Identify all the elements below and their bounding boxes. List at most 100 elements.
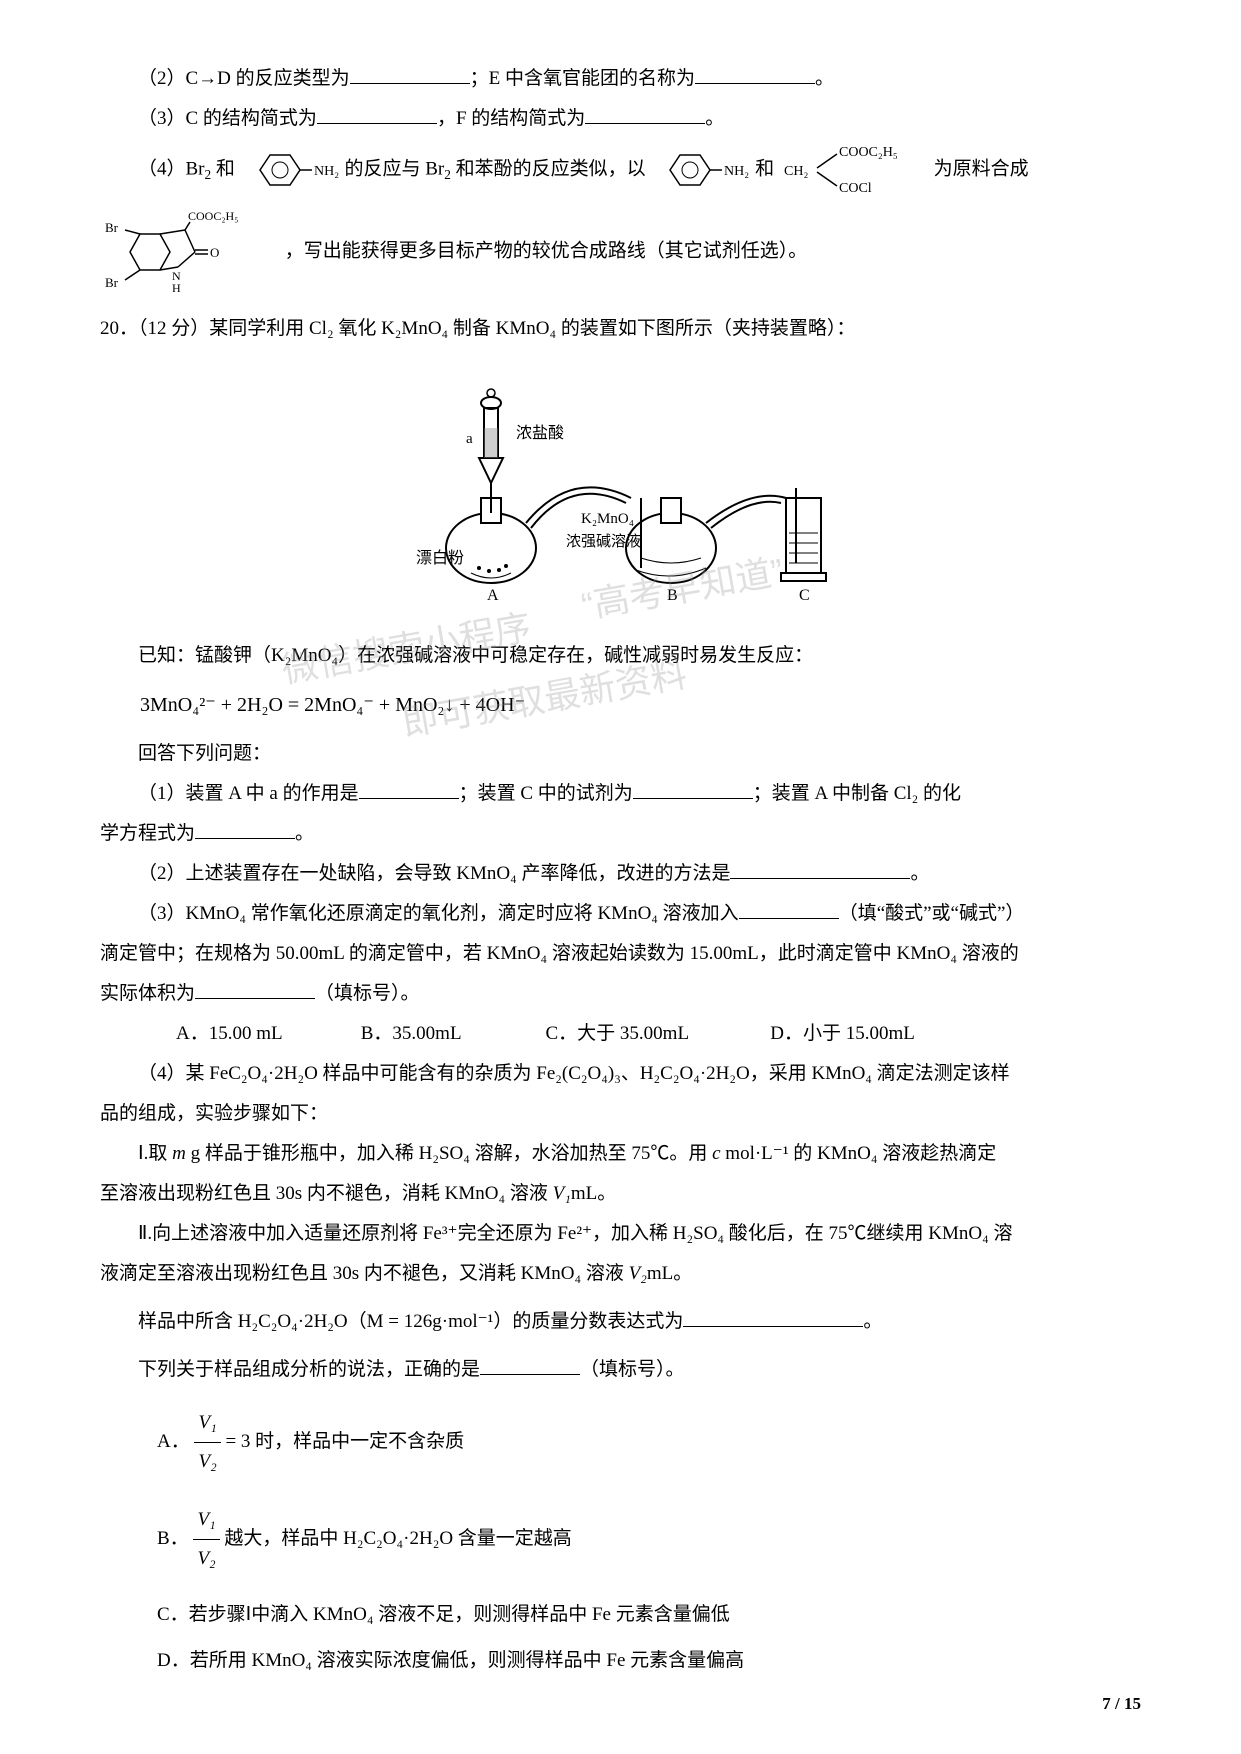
- svg-text:浓盐酸: 浓盐酸: [516, 424, 564, 442]
- text: 。: [295, 823, 314, 844]
- var-c: c: [712, 1143, 720, 1164]
- blank: [195, 816, 295, 839]
- q20-p1: （1）装置 A 中 a 的作用是；装置 C 中的试剂为；装置 A 中制备 Cl₂…: [100, 775, 1141, 813]
- q20-answer-header: 回答下列问题：: [100, 735, 1141, 773]
- text: ；E 中含氧官能团的名称为: [470, 68, 695, 89]
- q19-line4: （4）Br2 和 NH₂ 的反应与 Br2 和苯酚的反应类似，以 NH₂ 和 C…: [100, 140, 1141, 200]
- text: = 3 时，样品中一定不含杂质: [225, 1431, 464, 1452]
- var-v1: V₁: [553, 1183, 571, 1204]
- svg-text:Br: Br: [105, 275, 119, 290]
- opt-b: B．35.00mL: [323, 1015, 503, 1053]
- blank: [585, 101, 705, 124]
- q20-opt-c: C．若步骤Ⅰ中滴入 KMnO₄ 溶液不足，则测得样品中 Fe 元素含量偏低: [100, 1596, 1141, 1634]
- svg-text:K₂MnO₄: K₂MnO₄: [581, 511, 634, 527]
- text: D．若所用 KMnO₄ 溶液实际浓度偏低，则测得样品中 Fe 元素含量偏高: [157, 1650, 744, 1671]
- svg-text:COOC₂H₅: COOC₂H₅: [188, 209, 238, 223]
- text: 和: [755, 158, 774, 179]
- page-content: （2）C→D 的反应类型为；E 中含氧官能团的名称为。 （3）C 的结构简式为，…: [100, 60, 1141, 1680]
- q20-opt-b: B． V₁ V₂ 越大，样品中 H₂C₂O₄·2H₂O 含量一定越高: [100, 1501, 1141, 1578]
- svg-text:NH₂: NH₂: [724, 164, 749, 179]
- text: 已知：锰酸钾（K₂MnO₄）在浓强碱溶液中可稳定存在，碱性减弱时易发生反应：: [138, 645, 813, 666]
- q20-analysis: 下列关于样品组成分析的说法，正确的是 （填标号）。: [100, 1351, 1141, 1389]
- page-footer: 7 / 15: [1102, 1694, 1141, 1714]
- text: 样品中所含 H₂C₂O₄·2H₂O: [138, 1311, 348, 1332]
- text: （2）上述装置存在一处缺陷，会导致 KMnO₄ 产率降低，改进的方法是: [138, 863, 730, 884]
- svg-text:O: O: [210, 245, 219, 260]
- svg-text:Br: Br: [105, 220, 119, 235]
- text: B．: [157, 1528, 189, 1549]
- var-v2: V₂: [629, 1263, 647, 1284]
- text: 品的组成，实验步骤如下：: [100, 1103, 328, 1124]
- text: ，F 的结构简式为: [437, 108, 585, 129]
- text: g 样品于锥形瓶中，加入稀 H₂SO₄ 溶解，水浴加热至 75℃。用: [186, 1143, 712, 1164]
- text: 。: [815, 68, 834, 89]
- text: Ⅰ.取: [138, 1143, 172, 1164]
- text: 回答下列问题：: [138, 743, 271, 764]
- text: 至溶液出现粉红色且 30s 内不褪色，消耗 KMnO₄ 溶液: [100, 1183, 553, 1204]
- den: V₂: [194, 1443, 220, 1481]
- text: （3）KMnO₄ 常作氧化还原滴定的氧化剂，滴定时应将 KMnO₄ 溶液加入: [138, 903, 739, 924]
- blank: [350, 61, 470, 84]
- text: 实际体积为: [100, 983, 195, 1004]
- svg-text:NH₂: NH₂: [314, 164, 339, 179]
- svg-text:a: a: [466, 431, 473, 447]
- text: 的质量分数表达式为: [512, 1311, 683, 1332]
- blank: [195, 976, 315, 999]
- q20-opt-a: A． V₁ V₂ = 3 时，样品中一定不含杂质: [100, 1404, 1141, 1481]
- svg-text:COCl: COCl: [839, 181, 872, 196]
- svg-text:B: B: [667, 587, 678, 604]
- q20-opt-d: D．若所用 KMnO₄ 溶液实际浓度偏低，则测得样品中 Fe 元素含量偏高: [100, 1642, 1141, 1680]
- svg-text:A: A: [487, 587, 499, 604]
- svg-text:漂白粉: 漂白粉: [416, 549, 464, 567]
- q20-step1-l1: Ⅰ.取 m g 样品于锥形瓶中，加入稀 H₂SO₄ 溶解，水浴加热至 75℃。用…: [100, 1135, 1141, 1173]
- q20-p3b: 滴定管中；在规格为 50.00mL 的滴定管中，若 KMnO₄ 溶液起始读数为 …: [100, 935, 1141, 973]
- aniline-structure-icon: NH₂: [240, 143, 340, 198]
- text: 20．（12 分）某同学利用 Cl₂ 氧化 K₂MnO₄ 制备 KMnO₄ 的装…: [100, 318, 855, 339]
- text: （填标号）。: [315, 983, 420, 1004]
- text: mL。: [647, 1263, 692, 1284]
- svg-text:C: C: [799, 587, 810, 604]
- blank: [633, 776, 753, 799]
- text: （4）Br: [138, 158, 205, 179]
- text: ，写出能获得更多目标产物的较优合成路线（其它试剂任选）。: [285, 240, 808, 261]
- q20-p1b: 学方程式为 。: [100, 815, 1141, 853]
- text: mL。: [571, 1183, 616, 1204]
- opt-d: D．小于 15.00mL: [732, 1015, 915, 1053]
- text: （填标号）。: [580, 1359, 685, 1380]
- text: 3MnO₄²⁻ + 2H₂O = 2MnO₄⁻ + MnO₂↓ + 4OH⁻: [140, 694, 525, 716]
- q20-p4-l1: （4）某 FeC₂O₄·2H₂O 样品中可能含有的杂质为 Fe₂(C₂O₄)₃、…: [100, 1055, 1141, 1093]
- svg-text:浓强碱溶液: 浓强碱溶液: [566, 533, 641, 550]
- blank: [730, 856, 910, 879]
- text: 液滴定至溶液出现粉红色且 30s 内不褪色，又消耗 KMnO₄ 溶液: [100, 1263, 629, 1284]
- apparatus-figure: A 漂白粉 a 浓盐酸 B K₂MnO₄ 浓强碱溶液: [100, 368, 1141, 622]
- text: 。: [705, 108, 724, 129]
- svg-text:H: H: [172, 281, 181, 295]
- blank: [480, 1352, 580, 1375]
- fraction-icon: V₁ V₂: [194, 1404, 220, 1481]
- opt-c: C．大于 35.00mL: [508, 1015, 728, 1053]
- text: 。: [910, 863, 929, 884]
- text: ；装置 A 中制备 Cl₂ 的化: [753, 783, 961, 804]
- product-structure-icon: COOC₂H₅ O N H Br Br: [100, 202, 280, 302]
- aniline-structure-icon: NH₂: [650, 143, 750, 198]
- text: ；装置 C 中的试剂为: [459, 783, 633, 804]
- text: 和苯酚的反应类似，以: [451, 158, 646, 179]
- num: V₁: [193, 1501, 219, 1540]
- q19-line2: （2）C→D 的反应类型为 ；E 中含氧官能团的名称为 。: [100, 60, 1141, 98]
- den: V₂: [193, 1540, 219, 1578]
- q20-equation: 3MnO₄²⁻ + 2H₂O = 2MnO₄⁻ + MnO₂↓ + 4OH⁻: [100, 685, 1141, 725]
- svg-text:COOC₂H₅: COOC₂H₅: [839, 145, 898, 160]
- q20-p3c: 实际体积为 （填标号）。: [100, 975, 1141, 1013]
- text: （M = 126g·mol⁻¹）: [348, 1311, 513, 1332]
- text: （4）某 FeC₂O₄·2H₂O 样品中可能含有的杂质为 Fe₂(C₂O₄)₃、…: [138, 1063, 1010, 1084]
- text: 下列关于样品组成分析的说法，正确的是: [138, 1359, 480, 1380]
- text: （2）C→D 的反应类型为: [138, 68, 350, 89]
- blank: [317, 101, 437, 124]
- q20-step1-l2: 至溶液出现粉红色且 30s 内不褪色，消耗 KMnO₄ 溶液 V₁mL。: [100, 1175, 1141, 1213]
- text: 学方程式为: [100, 823, 195, 844]
- text: mol·L⁻¹ 的 KMnO₄ 溶液趁热滴定: [721, 1143, 997, 1164]
- text: （3）C 的结构简式为: [138, 108, 317, 129]
- var-m: m: [172, 1143, 186, 1164]
- text: 滴定管中；在规格为 50.00mL 的滴定管中，若 KMnO₄ 溶液起始读数为 …: [100, 943, 1019, 964]
- q20-massfrac: 样品中所含 H₂C₂O₄·2H₂O（M = 126g·mol⁻¹）的质量分数表达…: [100, 1303, 1141, 1341]
